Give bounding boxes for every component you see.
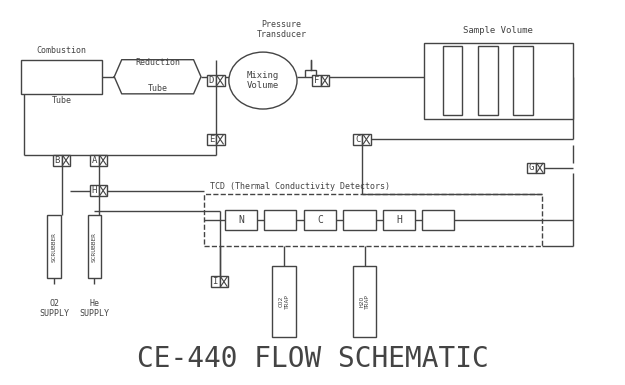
Bar (362, 134, 371, 145)
Bar (352, 266, 376, 337)
Ellipse shape (229, 52, 297, 109)
Text: B: B (54, 156, 60, 165)
Bar (219, 276, 228, 287)
Bar (53, 155, 62, 166)
Bar (305, 70, 316, 77)
Bar (312, 75, 321, 86)
Text: CO2
TRAP: CO2 TRAP (279, 294, 289, 309)
Bar (383, 210, 416, 230)
Text: Sample Volume: Sample Volume (463, 26, 533, 35)
Text: Pressure
Transducer: Pressure Transducer (256, 20, 306, 39)
Bar (272, 266, 296, 337)
Text: D: D (209, 76, 214, 85)
Text: SCRUBBER: SCRUBBER (92, 231, 97, 261)
Text: Reduction: Reduction (135, 58, 180, 67)
Text: Tube: Tube (52, 96, 72, 105)
Text: CE-440 FLOW SCHEMATIC: CE-440 FLOW SCHEMATIC (137, 345, 488, 373)
Text: SCRUBBER: SCRUBBER (52, 231, 57, 261)
Bar (442, 47, 462, 115)
Bar (527, 162, 536, 173)
Text: G: G (529, 163, 534, 172)
Text: H: H (396, 215, 402, 225)
Text: N: N (238, 215, 244, 225)
Text: H2O
TRAP: H2O TRAP (359, 294, 370, 309)
Text: I: I (213, 277, 218, 286)
Bar (90, 155, 99, 166)
Text: A: A (92, 156, 97, 165)
Text: Mixing
Volume: Mixing Volume (247, 71, 279, 90)
Bar (344, 210, 376, 230)
Bar (21, 60, 102, 94)
Bar (225, 210, 258, 230)
Bar (422, 210, 454, 230)
Bar (211, 276, 219, 287)
Bar (513, 47, 533, 115)
Bar (204, 194, 542, 246)
Bar (216, 75, 224, 86)
Bar (264, 210, 296, 230)
Text: Combustion: Combustion (37, 46, 87, 55)
Text: F: F (314, 76, 319, 85)
Text: C: C (355, 135, 361, 144)
Text: TCD (Thermal Conductivity Detectors): TCD (Thermal Conductivity Detectors) (210, 182, 390, 191)
Text: Tube: Tube (148, 84, 168, 93)
Bar (99, 185, 107, 196)
Bar (99, 155, 107, 166)
Bar (90, 185, 99, 196)
Bar (424, 43, 572, 119)
Text: H: H (92, 186, 97, 195)
Text: C: C (317, 215, 323, 225)
Bar (208, 75, 216, 86)
Text: E: E (209, 135, 214, 144)
Bar (321, 75, 329, 86)
Text: O2
SUPPLY: O2 SUPPLY (39, 299, 69, 318)
Bar (48, 215, 61, 278)
Bar (88, 215, 101, 278)
Bar (216, 134, 224, 145)
Text: He
SUPPLY: He SUPPLY (79, 299, 109, 318)
Bar (536, 162, 544, 173)
Bar (62, 155, 70, 166)
Bar (478, 47, 498, 115)
Bar (304, 210, 336, 230)
Polygon shape (114, 60, 201, 94)
Bar (208, 134, 216, 145)
Bar (353, 134, 362, 145)
